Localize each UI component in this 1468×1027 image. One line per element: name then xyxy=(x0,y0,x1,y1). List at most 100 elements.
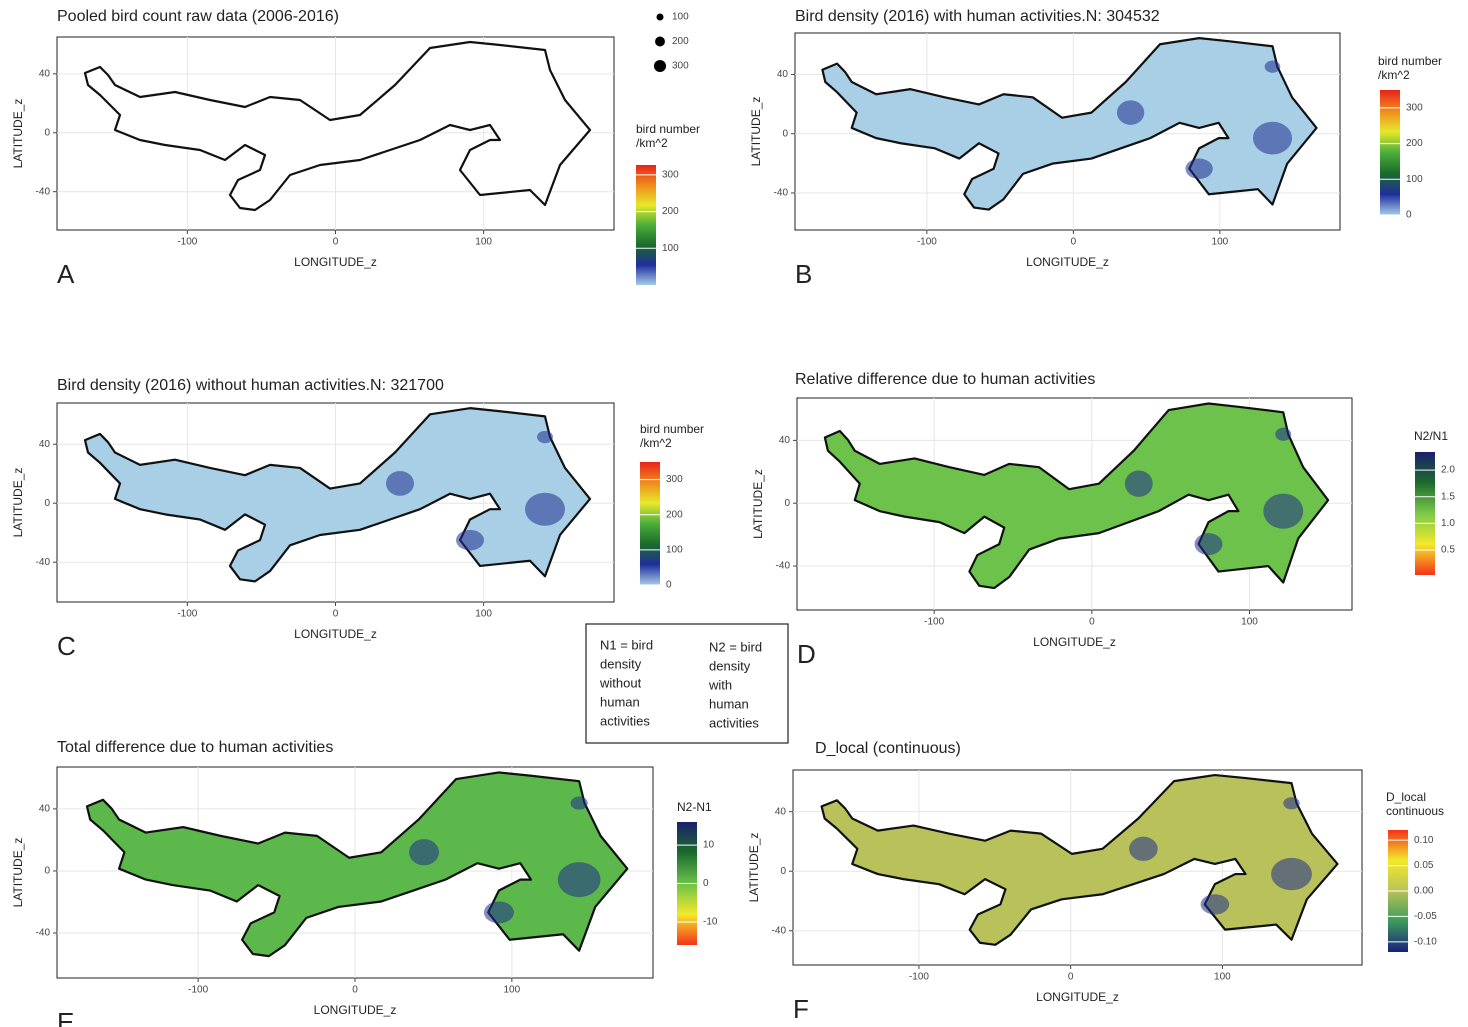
x-axis-label: LONGITUDE_z xyxy=(1033,635,1116,649)
colorbar-tick-label: 2.0 xyxy=(1441,465,1455,476)
x-tick-label: 100 xyxy=(1241,617,1258,628)
y-tick-label: 40 xyxy=(777,69,789,80)
note-box: N1 = bird density without human activities N2… xyxy=(585,623,789,744)
panel-letter: D xyxy=(797,639,816,669)
colorbar-tick-label: -0.10 xyxy=(1414,936,1437,947)
note-text: human xyxy=(600,694,640,709)
legend-title: N2/N1 xyxy=(1414,429,1448,443)
colorbar-tick-label: 0 xyxy=(1406,210,1412,221)
panel-letter: E xyxy=(57,1007,74,1027)
panel-title: Relative difference due to human activit… xyxy=(795,371,1095,388)
colorbar-tick-label: 0.00 xyxy=(1414,886,1434,897)
y-tick-label: -40 xyxy=(772,925,787,936)
size-key-label: 300 xyxy=(672,61,689,72)
colorbar-tick-label: 0 xyxy=(666,580,672,591)
legend-title: /km^2 xyxy=(636,136,668,150)
x-tick-label: 0 xyxy=(1071,237,1077,248)
note-text: human xyxy=(709,696,749,711)
x-axis-label: LONGITUDE_z xyxy=(1036,990,1119,1004)
panel: Bird density (2016) with human activitie… xyxy=(749,8,1442,289)
hotspot xyxy=(1129,836,1158,861)
colorbar-tick-label: 10 xyxy=(703,840,715,851)
colorbar xyxy=(1415,452,1435,575)
y-tick-label: -40 xyxy=(774,188,789,199)
panel: Pooled bird count raw data (2006-2016) -1… xyxy=(11,8,700,289)
panel-title: Bird density (2016) without human activi… xyxy=(57,377,444,394)
note-text: N2 = bird xyxy=(709,639,762,654)
x-axis-label: LONGITUDE_z xyxy=(314,1003,397,1017)
hotspot xyxy=(456,529,484,551)
legend-title: bird number xyxy=(1378,54,1442,68)
hotspot xyxy=(386,471,414,496)
y-tick-label: 40 xyxy=(39,68,51,79)
hotspot xyxy=(1263,493,1304,529)
y-tick-label: 40 xyxy=(39,439,51,450)
hotspot xyxy=(570,796,588,810)
panel: Relative difference due to human activit… xyxy=(751,371,1455,669)
y-axis-label: LATITUDE_z xyxy=(751,469,765,539)
colorbar xyxy=(636,165,656,285)
note-text: without xyxy=(599,675,642,690)
note-text: activities xyxy=(600,713,650,728)
colorbar-tick-label: 200 xyxy=(1406,138,1423,149)
hotspot xyxy=(537,430,553,444)
colorbar-tick-label: 100 xyxy=(662,243,679,254)
hotspot xyxy=(1264,60,1281,73)
size-key xyxy=(656,13,664,21)
y-axis-label: LATITUDE_z xyxy=(11,99,25,169)
hotspot xyxy=(1283,797,1300,810)
colorbar-tick-label: 100 xyxy=(666,544,683,555)
x-tick-label: 0 xyxy=(333,609,339,620)
colorbar-tick-label: 1.0 xyxy=(1441,518,1455,529)
y-tick-label: 0 xyxy=(44,866,50,877)
panel-letter: B xyxy=(795,259,812,289)
x-tick-label: 0 xyxy=(333,237,339,248)
x-tick-label: 100 xyxy=(1212,237,1229,248)
x-tick-label: 100 xyxy=(475,237,492,248)
x-tick-label: -100 xyxy=(924,617,944,628)
x-axis-label: LONGITUDE_z xyxy=(294,627,377,641)
x-tick-label: 0 xyxy=(1089,617,1095,628)
y-tick-label: -40 xyxy=(36,557,51,568)
region xyxy=(83,40,592,212)
hotspot xyxy=(409,839,439,866)
colorbar-tick-label: -10 xyxy=(703,917,718,928)
hotspot xyxy=(1185,158,1213,179)
size-key xyxy=(655,36,665,47)
hotspot xyxy=(525,492,565,526)
y-tick-label: 0 xyxy=(44,127,50,138)
legend-title: N2-N1 xyxy=(677,800,712,814)
panel: Bird density (2016) without human activi… xyxy=(11,377,704,661)
panel: Total difference due to human activities… xyxy=(11,739,718,1027)
colorbar-tick-label: 300 xyxy=(666,474,683,485)
legend-title: bird number xyxy=(636,122,700,136)
x-axis-label: LONGITUDE_z xyxy=(294,255,377,269)
x-axis-label: LONGITUDE_z xyxy=(1026,255,1109,269)
y-axis-label: LATITUDE_z xyxy=(749,97,763,167)
size-key xyxy=(653,59,667,73)
colorbar-tick-label: 200 xyxy=(666,509,683,520)
note-text: density xyxy=(709,658,751,673)
x-tick-label: 100 xyxy=(475,609,492,620)
x-tick-label: 0 xyxy=(1068,972,1074,983)
panel-letter: A xyxy=(57,259,75,289)
x-tick-label: -100 xyxy=(917,237,937,248)
colorbar-tick-label: 0.5 xyxy=(1441,545,1455,556)
note-text: with xyxy=(708,677,732,692)
colorbar-tick-label: 1.5 xyxy=(1441,491,1455,502)
hotspot xyxy=(1194,533,1223,556)
y-tick-label: -40 xyxy=(776,561,791,572)
y-tick-label: 40 xyxy=(775,806,787,817)
colorbar-tick-label: 0.05 xyxy=(1414,860,1434,871)
panel-letter: C xyxy=(57,631,76,661)
note-text: N1 = bird xyxy=(600,637,653,652)
colorbar xyxy=(640,462,660,585)
y-tick-label: 40 xyxy=(779,435,791,446)
hotspot xyxy=(1275,427,1292,441)
y-tick-label: 0 xyxy=(782,128,788,139)
note-text: activities xyxy=(709,715,759,730)
colorbar-tick-label: 300 xyxy=(662,170,679,181)
y-tick-label: 0 xyxy=(784,498,790,509)
y-tick-label: 0 xyxy=(44,498,50,509)
hotspot xyxy=(1124,470,1153,497)
